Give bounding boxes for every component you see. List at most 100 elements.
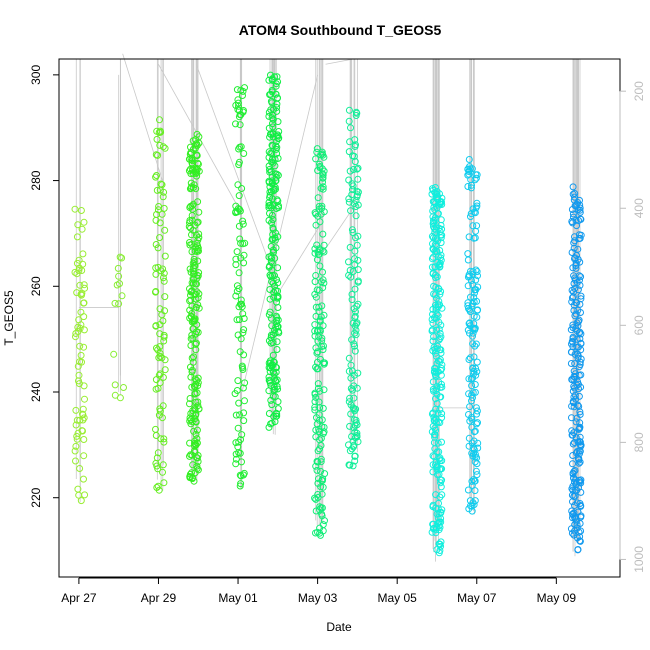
data-point: [570, 367, 578, 375]
data-point: [316, 160, 323, 168]
data-point: [154, 449, 162, 457]
data-point: [570, 372, 578, 380]
data-point: [470, 294, 478, 301]
data-point: [569, 452, 577, 459]
data-point: [471, 477, 479, 485]
data-point: [77, 308, 85, 316]
data-point: [431, 291, 439, 299]
data-point: [187, 291, 194, 299]
data-point: [186, 239, 193, 246]
data-point: [186, 414, 194, 422]
data-point: [434, 201, 442, 209]
data-point: [152, 264, 160, 272]
data-point: [189, 358, 197, 366]
data-point: [570, 468, 578, 475]
data-point: [160, 435, 168, 443]
data-point: [159, 143, 167, 151]
data-point: [312, 363, 320, 371]
data-point: [78, 289, 86, 297]
data-point: [320, 342, 327, 350]
data-point: [345, 198, 353, 206]
data-point: [153, 462, 161, 470]
data-point: [233, 316, 241, 324]
data-point: [468, 165, 476, 173]
data-point: [312, 495, 320, 503]
data-point: [431, 433, 439, 441]
data-point: [189, 275, 197, 283]
data-point: [72, 333, 79, 341]
data-point: [347, 207, 355, 215]
data-point: [190, 427, 198, 435]
right-tick-label: 600: [632, 315, 646, 335]
data-point: [345, 271, 353, 279]
data-point: [352, 212, 360, 220]
data-point: [311, 249, 319, 257]
data-point: [434, 237, 442, 245]
data-point: [471, 453, 479, 461]
data-point: [314, 194, 322, 202]
data-point: [573, 381, 581, 389]
data-point: [464, 299, 472, 307]
data-point: [575, 484, 582, 492]
data-point: [569, 498, 576, 506]
data-point: [436, 476, 444, 484]
data-point: [311, 332, 319, 340]
data-point: [274, 171, 282, 179]
data-point: [190, 317, 198, 325]
data-point: [159, 274, 167, 282]
data-point: [575, 318, 582, 325]
data-point: [152, 322, 160, 330]
data-point: [434, 210, 442, 218]
data-point: [240, 326, 248, 334]
data-point: [436, 301, 444, 309]
y-axis-label: T_GEOS5: [2, 290, 16, 346]
data-point: [192, 411, 200, 419]
data-point: [232, 411, 240, 419]
data-point: [186, 439, 194, 447]
data-point: [345, 367, 353, 375]
data-point: [269, 216, 277, 223]
data-point: [274, 197, 282, 205]
data-point: [73, 289, 81, 297]
data-point: [473, 358, 481, 366]
data-point: [74, 485, 82, 493]
data-point: [574, 255, 582, 263]
data-points-layer: [71, 71, 585, 557]
data-point: [577, 355, 585, 363]
data-point: [568, 414, 575, 422]
data-point: [433, 546, 441, 554]
data-point: [437, 465, 445, 473]
data-point: [345, 176, 353, 184]
data-point: [116, 394, 124, 402]
data-point: [434, 514, 442, 522]
data-point: [236, 411, 243, 419]
data-point: [345, 195, 353, 203]
data-point: [192, 185, 200, 193]
data-point: [569, 398, 577, 405]
data-point: [313, 256, 321, 264]
data-point: [193, 426, 201, 434]
data-point: [577, 512, 585, 520]
data-point: [352, 112, 360, 119]
data-point: [311, 321, 319, 329]
data-point: [312, 303, 320, 311]
data-point: [576, 433, 584, 441]
data-point: [348, 445, 356, 453]
data-point: [315, 416, 323, 424]
data-point: [345, 258, 352, 266]
data-point: [574, 354, 582, 362]
data-point: [269, 224, 277, 232]
data-point: [317, 442, 325, 449]
data-point: [79, 250, 87, 258]
data-point: [265, 387, 273, 395]
data-point: [312, 312, 320, 320]
data-point: [434, 284, 442, 292]
data-point: [190, 353, 197, 361]
data-point: [273, 346, 281, 353]
data-point: [316, 164, 324, 172]
data-point: [345, 441, 352, 449]
data-point: [574, 286, 582, 294]
data-point: [118, 292, 126, 300]
data-point: [187, 335, 195, 343]
data-point: [160, 331, 168, 339]
